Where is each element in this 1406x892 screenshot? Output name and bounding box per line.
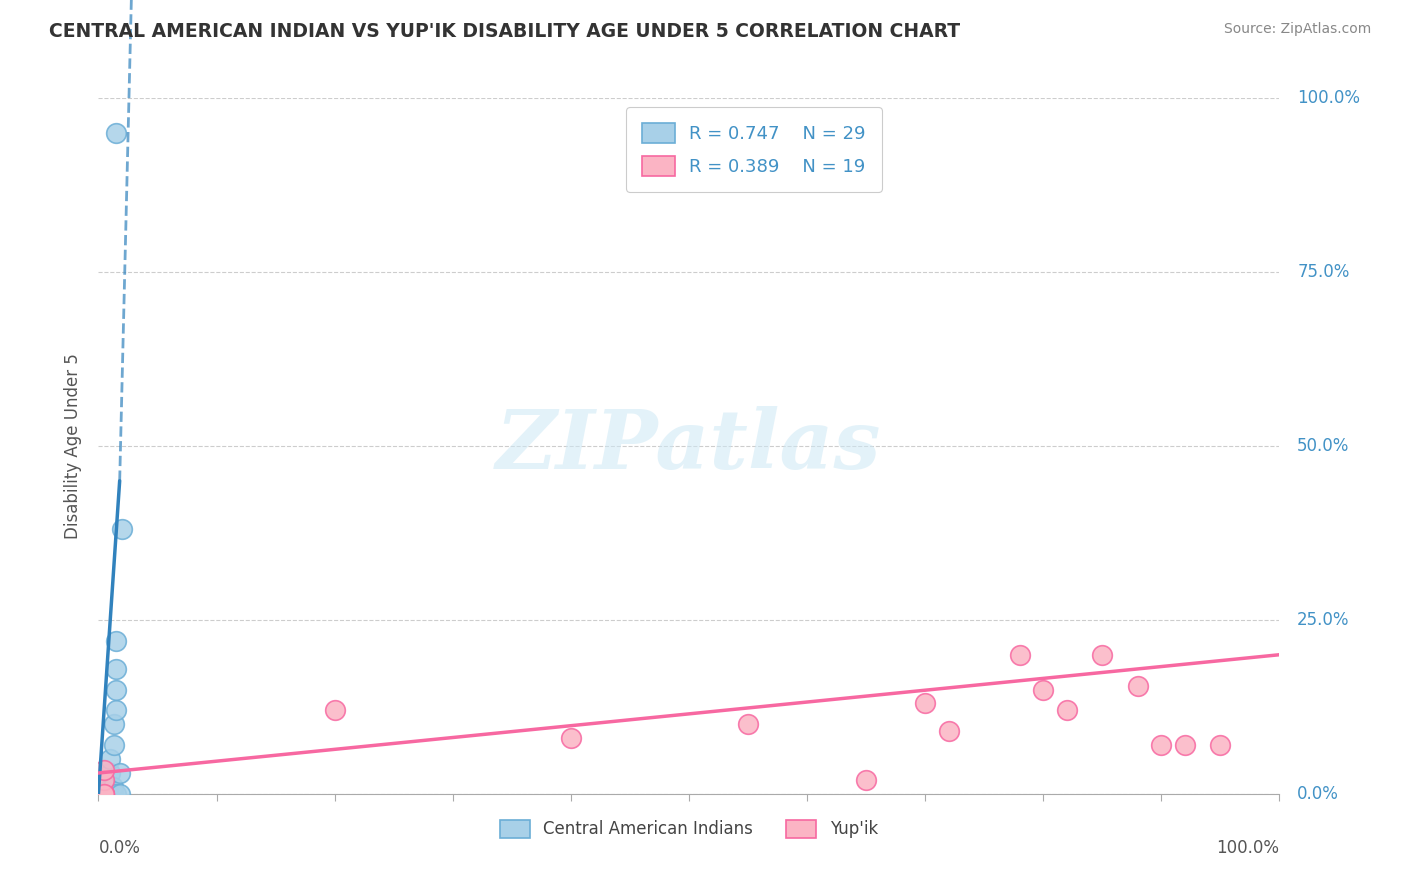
Point — [97, 787, 120, 801]
Point — [1056, 703, 1078, 717]
Point — [91, 787, 114, 801]
Point — [93, 787, 115, 801]
Text: 100.0%: 100.0% — [1216, 839, 1279, 857]
Text: 100.0%: 100.0% — [1298, 89, 1360, 107]
Text: 0.0%: 0.0% — [1298, 785, 1339, 803]
Point — [93, 763, 115, 777]
Text: 0.0%: 0.0% — [98, 839, 141, 857]
Point — [105, 662, 128, 676]
Point — [93, 783, 115, 797]
Point — [914, 697, 936, 711]
Text: 25.0%: 25.0% — [1298, 611, 1350, 629]
Point — [93, 772, 115, 787]
Point — [101, 787, 124, 801]
Text: CENTRAL AMERICAN INDIAN VS YUP'IK DISABILITY AGE UNDER 5 CORRELATION CHART: CENTRAL AMERICAN INDIAN VS YUP'IK DISABI… — [49, 22, 960, 41]
Point — [855, 772, 877, 787]
Point — [93, 787, 115, 801]
Text: ZIPatlas: ZIPatlas — [496, 406, 882, 486]
Point — [91, 787, 114, 801]
Point — [1032, 682, 1054, 697]
Point — [91, 787, 114, 801]
Point — [105, 787, 128, 801]
Y-axis label: Disability Age Under 5: Disability Age Under 5 — [65, 353, 83, 539]
Point — [93, 787, 115, 801]
Point — [111, 523, 134, 537]
Point — [93, 787, 115, 801]
Point — [1209, 738, 1232, 752]
Point — [1091, 648, 1114, 662]
Point — [97, 783, 120, 797]
Point — [1174, 738, 1197, 752]
Point — [938, 724, 960, 739]
Point — [93, 772, 115, 787]
Point — [93, 780, 115, 794]
Point — [93, 787, 115, 801]
Point — [101, 780, 124, 794]
Point — [1126, 679, 1149, 693]
Legend: Central American Indians, Yup'ik: Central American Indians, Yup'ik — [486, 806, 891, 852]
Point — [108, 787, 131, 801]
Point — [93, 776, 115, 790]
Text: Source: ZipAtlas.com: Source: ZipAtlas.com — [1223, 22, 1371, 37]
Point — [105, 126, 128, 140]
Point — [560, 731, 582, 746]
Text: 75.0%: 75.0% — [1298, 263, 1350, 281]
Point — [98, 766, 121, 780]
Point — [105, 682, 128, 697]
Point — [737, 717, 759, 731]
Point — [105, 703, 128, 717]
Point — [103, 717, 125, 731]
Point — [98, 752, 121, 766]
Point — [323, 703, 346, 717]
Point — [103, 738, 125, 752]
Point — [1008, 648, 1031, 662]
Point — [1150, 738, 1173, 752]
Point — [93, 787, 115, 801]
Text: 50.0%: 50.0% — [1298, 437, 1350, 455]
Point — [105, 633, 128, 648]
Point — [91, 787, 114, 801]
Point — [108, 766, 131, 780]
Point — [91, 787, 114, 801]
